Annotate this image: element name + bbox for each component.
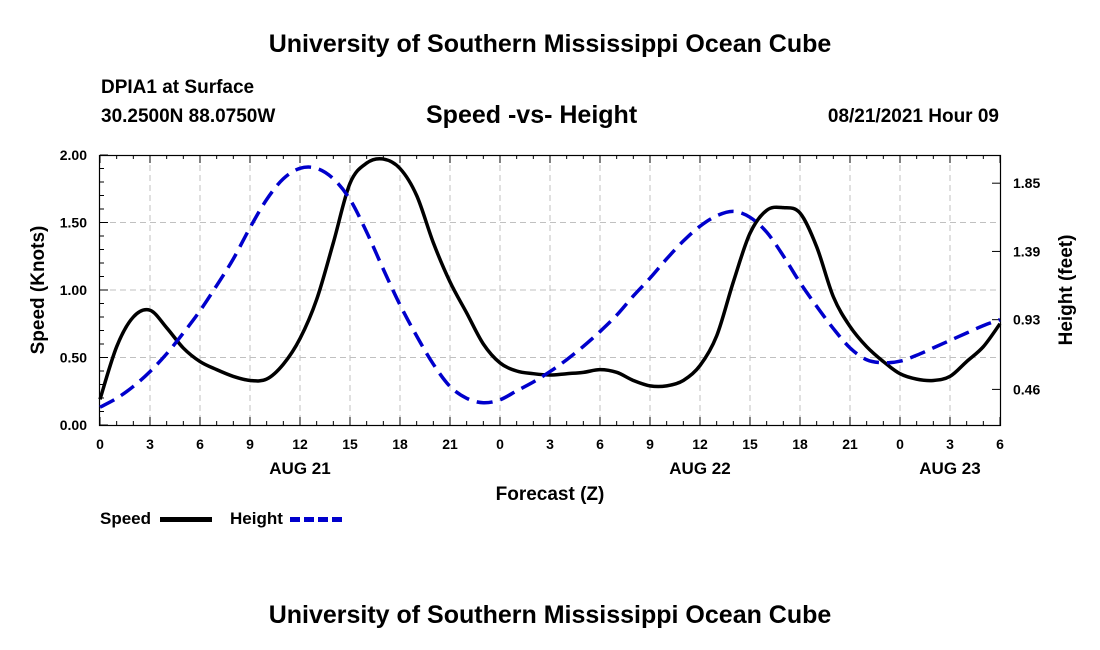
y2-tick-label: 0.46 xyxy=(1013,381,1040,397)
y-tick-label: 1.50 xyxy=(60,215,87,231)
x-tick-label: 0 xyxy=(896,436,904,452)
legend-speed-swatch xyxy=(160,517,212,522)
series-line-speed xyxy=(98,156,1002,400)
x-tick-label: 6 xyxy=(996,436,1004,452)
x-tick-label: 9 xyxy=(246,436,254,452)
date-label: AUG 21 xyxy=(269,459,330,478)
x-tick-label: 0 xyxy=(96,436,104,452)
y2-tick-label: 0.93 xyxy=(1013,312,1040,328)
station-coordinates: 30.2500N 88.0750W xyxy=(101,106,276,127)
y2-tick-label: 1.39 xyxy=(1013,243,1040,259)
date-label: AUG 23 xyxy=(919,459,980,478)
x-tick-label: 21 xyxy=(842,436,858,452)
x-tick-label: 12 xyxy=(692,436,708,452)
x-tick-label: 3 xyxy=(546,436,554,452)
station-name: DPIA1 at Surface xyxy=(101,77,255,98)
page-title: University of Southern Mississippi Ocean… xyxy=(268,30,832,58)
x-tick-label: 18 xyxy=(392,436,408,452)
y-tick-label: 0.50 xyxy=(60,350,87,366)
x-tick-label: 6 xyxy=(196,436,204,452)
legend-height-label: Height xyxy=(230,509,283,528)
x-tick-label: 3 xyxy=(946,436,954,452)
x-tick-label: 9 xyxy=(646,436,654,452)
x-tick-label: 18 xyxy=(792,436,808,452)
x-tick-label: 15 xyxy=(342,436,358,452)
x-tick-label: 0 xyxy=(496,436,504,452)
y2-axis-label: Height (feet) xyxy=(1056,235,1077,346)
legend-height-swatch xyxy=(290,517,342,522)
x-tick-label: 21 xyxy=(442,436,458,452)
x-tick-label: 15 xyxy=(742,436,758,452)
x-axis-label: Forecast (Z) xyxy=(496,484,605,505)
x-tick-label: 6 xyxy=(596,436,604,452)
footer-title: University of Southern Mississippi Ocean… xyxy=(268,601,832,629)
date-label: AUG 22 xyxy=(669,459,730,478)
y-tick-label: 2.00 xyxy=(60,147,87,163)
series-line-height xyxy=(99,165,1001,409)
y-tick-label: 1.00 xyxy=(60,282,87,298)
y2-tick-label: 1.85 xyxy=(1013,175,1040,191)
y-tick-label: 0.00 xyxy=(60,417,87,433)
x-tick-label: 3 xyxy=(146,436,154,452)
x-tick-label: 12 xyxy=(292,436,308,452)
forecast-datetime: 08/21/2021 Hour 09 xyxy=(827,106,999,127)
legend-speed-label: Speed xyxy=(100,509,152,528)
y-axis-label: Speed (Knots) xyxy=(28,226,49,355)
chart-title: Speed -vs- Height xyxy=(426,101,638,129)
